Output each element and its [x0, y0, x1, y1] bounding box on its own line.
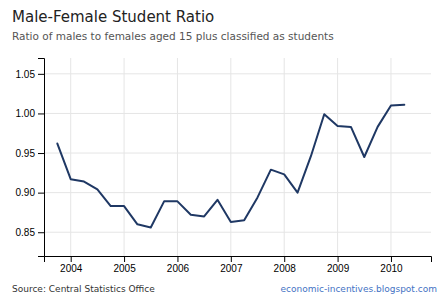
tick-mark	[124, 256, 125, 262]
tick: 2009	[327, 256, 350, 274]
tick: 2004	[60, 256, 83, 274]
x-axis: 2004 2005 2006 2007 2008 2009 2010	[45, 256, 432, 274]
grid-line	[177, 58, 178, 256]
tick-mark	[71, 256, 72, 262]
grid-line	[44, 192, 431, 193]
tick: 2005	[113, 256, 136, 274]
tick-label: 2005	[113, 263, 136, 274]
grid-line	[284, 58, 285, 256]
tick: 1.00	[16, 108, 44, 119]
grid-line	[70, 58, 71, 256]
grid-line	[44, 232, 431, 233]
tick-mark	[391, 256, 392, 262]
tick-label: 2008	[274, 263, 297, 274]
grid-line	[44, 153, 431, 154]
tick-mark	[177, 256, 178, 262]
tick-label: 0.85	[16, 227, 36, 238]
grid-line	[44, 113, 431, 114]
subtitle: Ratio of males to females aged 15 plus c…	[12, 30, 334, 42]
axis-line	[38, 59, 45, 257]
tick-mark	[38, 193, 44, 194]
tick-mark	[231, 256, 232, 262]
tick-mark	[338, 256, 339, 262]
grid-line	[124, 58, 125, 256]
axis-line	[45, 257, 432, 263]
tick: 0.90	[16, 187, 44, 198]
tick: 0.85	[16, 227, 44, 238]
y-axis: 0.85 0.90 0.95 1.00 1.05	[16, 59, 45, 257]
tick: 2007	[220, 256, 243, 274]
tick-mark	[38, 153, 44, 154]
tick-mark	[38, 113, 44, 114]
tick-label: 0.90	[16, 187, 36, 198]
tick-label: 2004	[60, 263, 83, 274]
tick: 0.95	[16, 148, 44, 159]
grid	[44, 58, 431, 256]
tick-mark	[38, 232, 44, 233]
chart: Male-Female Student Ratio Ratio of males …	[0, 0, 447, 300]
grid-line	[230, 58, 231, 256]
grid-line	[44, 73, 431, 74]
tick-label: 1.05	[16, 69, 36, 80]
watermark: economic-incentives.blogspot.com	[281, 284, 437, 294]
tick-mark	[38, 74, 44, 75]
grid-line	[337, 58, 338, 256]
tick: 2006	[167, 256, 190, 274]
tick-label: 2010	[380, 263, 403, 274]
tick-label: 1.00	[16, 108, 36, 119]
tick-mark	[284, 256, 285, 262]
tick-label: 2009	[327, 263, 350, 274]
tick-label: 0.95	[16, 148, 36, 159]
series	[57, 105, 404, 228]
tick: 2008	[274, 256, 297, 274]
tick: 1.05	[16, 69, 44, 80]
tick-label: 2007	[220, 263, 243, 274]
tick: 2010	[380, 256, 403, 274]
grid-line	[390, 58, 391, 256]
line	[57, 105, 404, 228]
source-note: Source: Central Statistics Office	[12, 284, 155, 294]
tick-label: 2006	[167, 263, 190, 274]
title: Male-Female Student Ratio	[12, 8, 214, 26]
plot-area: 2004 2005 2006 2007 2008 2009 2010 0.85 0.90 0.95…	[16, 58, 432, 274]
